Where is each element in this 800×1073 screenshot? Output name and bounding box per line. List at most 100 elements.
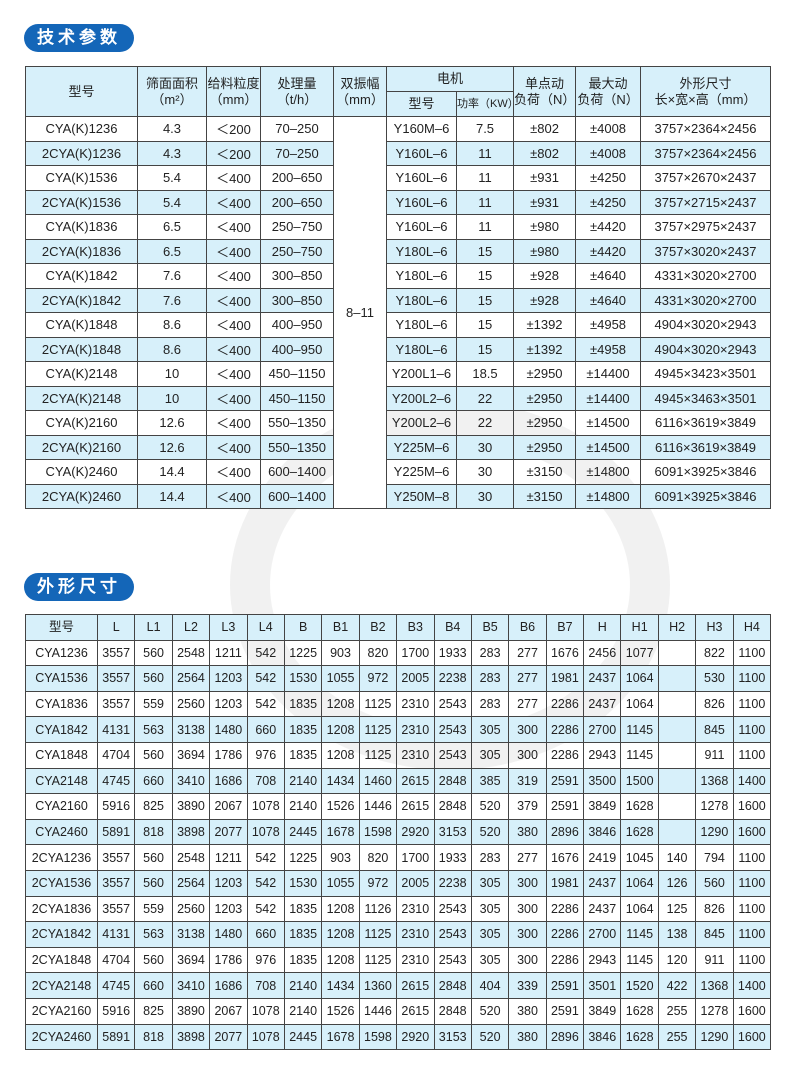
table-cell: CYA(K)1836 [25, 214, 138, 240]
table-cell: 7.5 [455, 116, 515, 142]
table-cell: 3500 [583, 767, 622, 795]
table-cell: Y180L–6 [386, 312, 457, 338]
column-header: L2 [171, 614, 211, 641]
table-cell: 2CYA(K)1236 [25, 140, 138, 166]
table-cell: 1598 [358, 818, 398, 846]
table-cell: 3694 [171, 946, 211, 974]
table-cell: 1530 [283, 665, 323, 692]
table-cell: 30 [455, 483, 515, 509]
table-cell: ＜400 [206, 336, 261, 362]
table-cell: 1520 [620, 972, 659, 999]
column-header: L1 [134, 614, 173, 641]
header-motor-model: 型号 [386, 91, 457, 117]
table-cell: 140 [657, 844, 697, 871]
header-model: 型号 [25, 66, 138, 117]
table-cell: Y200L1–6 [386, 361, 457, 387]
specs-table: 型号 筛面面积 （m²） 给料粒度 （mm） 处理量 （t/h） 双振幅 （mm） 电机… [25, 66, 772, 509]
table-cell: 1600 [732, 997, 772, 1025]
table-cell: 380 [508, 997, 547, 1025]
table-cell: 1678 [321, 818, 360, 846]
table-cell: ＜400 [206, 287, 261, 313]
table-cell: 600–1400 [260, 483, 334, 509]
table-cell: 250–750 [260, 238, 334, 264]
table-cell: 1100 [732, 639, 772, 667]
table-cell: 1208 [321, 716, 360, 743]
table-cell: 520 [470, 997, 510, 1025]
table-cell: 2077 [209, 1023, 248, 1051]
table-cell: CYA1536 [25, 665, 98, 692]
table-cell: ±931 [513, 165, 577, 191]
table-cell: 319 [508, 767, 547, 795]
table-row: CYA(K)1848 8.6 ＜400 400–950 Y180L–6 15 ±1392 ±4… [25, 312, 772, 338]
table-cell: 380 [508, 818, 547, 846]
table-row: CYA2148 4745 660 3410 1686 708 2140 1434 1460 261… [25, 767, 772, 795]
table-cell: ＜400 [206, 214, 261, 240]
table-cell: 250–750 [260, 214, 334, 240]
table-cell: 3410 [171, 767, 211, 795]
table-cell: 283 [470, 844, 510, 871]
table-cell: 2286 [545, 921, 585, 948]
table-cell: ±4250 [575, 165, 642, 191]
table-row: CYA(K)1836 6.5 ＜400 250–750 Y160L–6 11 ±980 ±44… [25, 214, 772, 240]
table-row: 2CYA(K)1536 5.4 ＜400 200–650 Y160L–6 11 ±931 ±4… [25, 189, 772, 215]
table-cell: 976 [246, 741, 285, 769]
table-cell: 542 [246, 895, 285, 923]
table-cell: 1203 [209, 690, 248, 718]
column-header: B1 [321, 614, 360, 641]
table-cell: 1100 [732, 946, 772, 974]
table-cell: 8.6 [137, 336, 207, 362]
table-cell: 10 [137, 361, 207, 387]
table-cell: 1676 [545, 639, 585, 667]
table-cell: ＜200 [206, 116, 261, 142]
table-cell: 1078 [246, 997, 285, 1025]
column-header: H2 [657, 614, 697, 641]
table-cell: 2CYA(K)1836 [25, 238, 138, 264]
table-cell: 520 [470, 1023, 510, 1051]
table-cell: 2543 [433, 946, 472, 974]
table-cell: 3153 [433, 1023, 472, 1051]
table-row: CYA1536 3557 560 2564 1203 542 1530 1055 972 2005… [25, 665, 772, 692]
table-cell: 277 [508, 844, 547, 871]
table-cell: ±4958 [575, 336, 642, 362]
table-cell: 2310 [396, 716, 435, 743]
table-cell: 1211 [209, 639, 248, 667]
table-row: 2CYA(K)1236 4.3 ＜200 70–250 Y160L–6 11 ±802 ±40… [25, 140, 772, 166]
table-cell: 15 [455, 312, 515, 338]
table-cell: 1686 [209, 972, 248, 999]
column-header: L3 [209, 614, 248, 641]
table-cell: 1786 [209, 946, 248, 974]
table-cell: 1145 [620, 921, 659, 948]
table-cell: ±4420 [575, 238, 642, 264]
table-cell: 542 [246, 869, 285, 897]
table-cell: 14.4 [137, 459, 207, 485]
table-cell: 300 [508, 741, 547, 769]
table-cell: CYA2460 [25, 818, 98, 846]
table-cell: 2CYA1842 [25, 921, 98, 948]
table-cell: 120 [657, 946, 697, 974]
table-row: CYA(K)1236 4.3 ＜200 70–250 8–11 Y160M–6 7.5 ±80… [25, 116, 772, 509]
table-cell: 5891 [96, 1023, 136, 1051]
table-cell: 283 [470, 639, 510, 667]
table-cell: 530 [695, 665, 734, 692]
table-cell: 2CYA1848 [25, 946, 98, 974]
table-row: 2CYA(K)2160 12.6 ＜400 550–1350 Y225M–6 30 ±295… [25, 434, 772, 460]
table-cell: 1835 [283, 741, 323, 769]
table-cell: Y200L2–6 [386, 385, 457, 411]
table-cell: 70–250 [260, 140, 334, 166]
table-cell: 1125 [358, 921, 398, 948]
table-cell: 22 [455, 410, 515, 436]
table-cell: 660 [246, 716, 285, 743]
table-cell: 11 [455, 140, 515, 166]
table-cell: 2067 [209, 793, 248, 820]
table-cell: 125 [657, 895, 697, 923]
table-cell: ＜400 [206, 263, 261, 289]
table-row: CYA(K)1842 7.6 ＜400 300–850 Y180L–6 15 ±928 ±46… [25, 263, 772, 289]
table-cell: 422 [657, 972, 697, 999]
table-cell: 70–250 [260, 116, 334, 142]
table-cell: 4704 [96, 741, 136, 769]
table-cell: 3890 [171, 997, 211, 1025]
table-cell: 5.4 [137, 165, 207, 191]
table-cell: ±980 [513, 214, 577, 240]
column-header: B6 [508, 614, 547, 641]
column-header: B4 [433, 614, 472, 641]
